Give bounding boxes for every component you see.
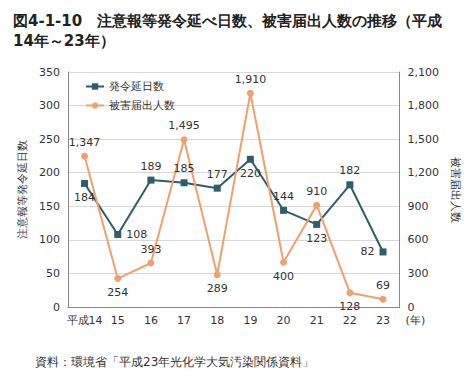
svg-text:22: 22 (343, 314, 357, 327)
svg-text:300: 300 (39, 99, 60, 112)
svg-text:185: 185 (174, 162, 195, 175)
svg-text:189: 189 (140, 160, 161, 173)
svg-text:0: 0 (53, 301, 60, 314)
svg-text:900: 900 (408, 200, 429, 213)
svg-text:発令延日数: 発令延日数 (109, 80, 164, 93)
svg-text:注意報等発令延日数: 注意報等発令延日数 (16, 140, 29, 239)
svg-text:1,500: 1,500 (408, 133, 440, 146)
svg-text:144: 144 (273, 190, 294, 203)
svg-text:82: 82 (361, 245, 375, 258)
svg-text:図4-1-10 注意報等発令延べ日数、被害届出人数の推移（平: 図4-1-10 注意報等発令延べ日数、被害届出人数の推移（平成 (13, 12, 442, 30)
svg-text:1,200: 1,200 (408, 166, 440, 179)
svg-text:177: 177 (207, 168, 228, 181)
svg-text:16: 16 (144, 314, 158, 327)
svg-text:17: 17 (177, 314, 191, 327)
svg-text:250: 250 (39, 133, 60, 146)
svg-text:被害届出人数: 被害届出人数 (109, 99, 175, 112)
svg-text:被害届出人数: 被害届出人数 (449, 157, 462, 223)
svg-text:資料：環境省「平成23年光化学大気汚染関係資料」: 資料：環境省「平成23年光化学大気汚染関係資料」 (35, 355, 314, 369)
svg-text:1,495: 1,495 (168, 119, 200, 132)
svg-text:150: 150 (39, 200, 60, 213)
svg-text:393: 393 (140, 243, 161, 256)
svg-text:300: 300 (408, 267, 429, 280)
svg-text:108: 108 (126, 228, 147, 241)
svg-text:23: 23 (376, 314, 390, 327)
svg-text:600: 600 (408, 233, 429, 246)
svg-text:18: 18 (210, 314, 224, 327)
svg-text:20: 20 (277, 314, 291, 327)
svg-text:350: 350 (39, 66, 60, 79)
svg-text:69: 69 (376, 279, 390, 292)
svg-text:400: 400 (273, 270, 294, 283)
svg-text:184: 184 (74, 191, 95, 204)
svg-text:220: 220 (240, 167, 261, 180)
svg-text:200: 200 (39, 166, 60, 179)
svg-text:14年～23年）: 14年～23年） (13, 32, 115, 50)
svg-text:182: 182 (339, 164, 360, 177)
svg-text:15: 15 (111, 314, 125, 327)
svg-text:19: 19 (243, 314, 257, 327)
svg-text:50: 50 (46, 267, 60, 280)
svg-text:(年): (年) (406, 314, 426, 327)
svg-text:910: 910 (306, 185, 327, 198)
svg-text:128: 128 (339, 300, 360, 313)
svg-text:0: 0 (408, 301, 415, 314)
svg-text:21: 21 (310, 314, 324, 327)
svg-text:1,800: 1,800 (408, 99, 440, 112)
svg-text:2,100: 2,100 (408, 66, 440, 79)
svg-text:289: 289 (207, 282, 228, 295)
svg-text:123: 123 (306, 232, 327, 245)
svg-text:1,910: 1,910 (235, 73, 267, 86)
svg-text:100: 100 (39, 233, 60, 246)
svg-text:1,347: 1,347 (69, 136, 101, 149)
svg-text:平成14: 平成14 (67, 314, 103, 327)
svg-text:254: 254 (107, 286, 128, 299)
